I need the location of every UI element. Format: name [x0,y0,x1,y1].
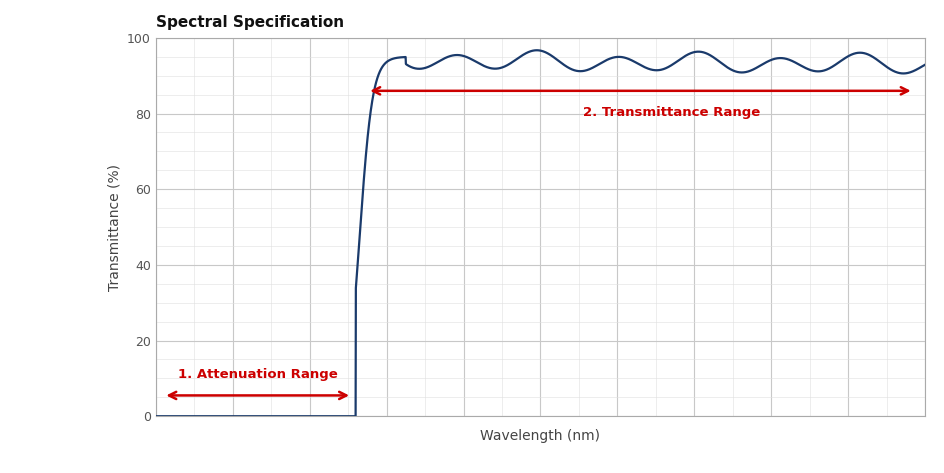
X-axis label: Wavelength (nm): Wavelength (nm) [480,429,600,443]
Y-axis label: Transmittance (%): Transmittance (%) [108,164,122,290]
Text: 2. Transmittance Range: 2. Transmittance Range [582,106,760,119]
Text: 1. Attenuation Range: 1. Attenuation Range [177,368,338,381]
Text: Spectral Specification: Spectral Specification [156,15,344,30]
